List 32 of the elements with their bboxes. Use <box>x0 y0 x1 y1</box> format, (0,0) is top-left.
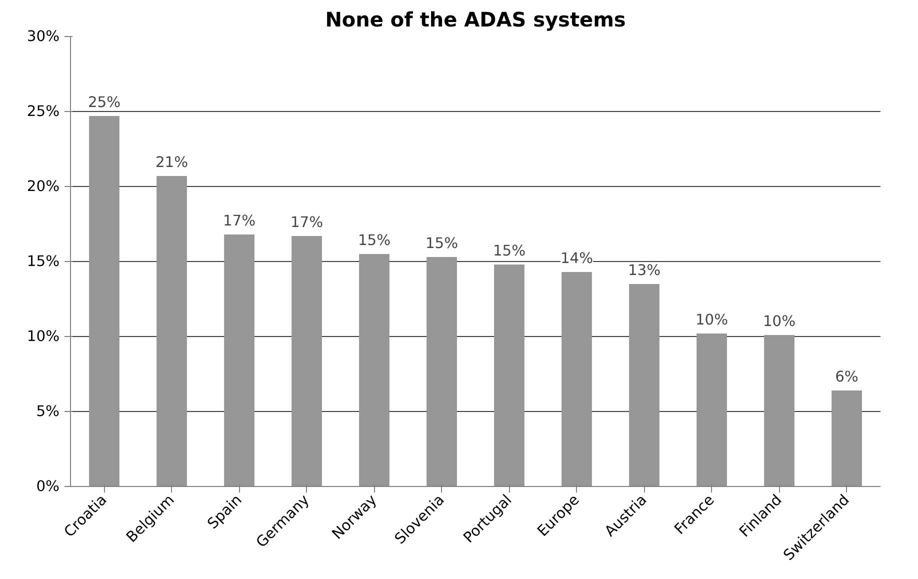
y-tick-label: 30% <box>26 28 60 45</box>
data-label: 15% <box>492 242 526 260</box>
y-tick-label: 15% <box>26 253 60 270</box>
data-label: 10% <box>695 312 728 328</box>
bar <box>696 334 727 486</box>
bar <box>832 390 862 486</box>
bar <box>224 234 254 486</box>
bar <box>494 264 524 486</box>
y-tick-label: 5% <box>36 403 60 420</box>
y-tick-label: 0% <box>36 478 60 495</box>
data-label: 10% <box>762 313 796 330</box>
bar <box>359 254 390 486</box>
data-label: 25% <box>88 94 121 111</box>
bar <box>562 272 592 486</box>
bar <box>426 257 457 486</box>
y-tick-label: 25% <box>26 103 60 120</box>
bar <box>764 335 794 486</box>
y-tick-label: 10% <box>26 328 60 345</box>
data-label: 17% <box>290 214 324 231</box>
bar <box>292 236 322 486</box>
data-label: 6% <box>835 368 858 386</box>
data-label: 17% <box>222 212 256 230</box>
bar <box>89 116 120 486</box>
bar <box>156 176 187 486</box>
bar <box>629 284 660 486</box>
y-tick-label: 20% <box>26 178 60 195</box>
data-label: 21% <box>155 154 188 171</box>
data-label: 15% <box>358 232 391 249</box>
data-label: 13% <box>628 262 661 279</box>
chart-title: None of the ADAS systems <box>325 8 626 32</box>
data-label: 15% <box>425 235 458 252</box>
data-label: 14% <box>560 250 594 267</box>
